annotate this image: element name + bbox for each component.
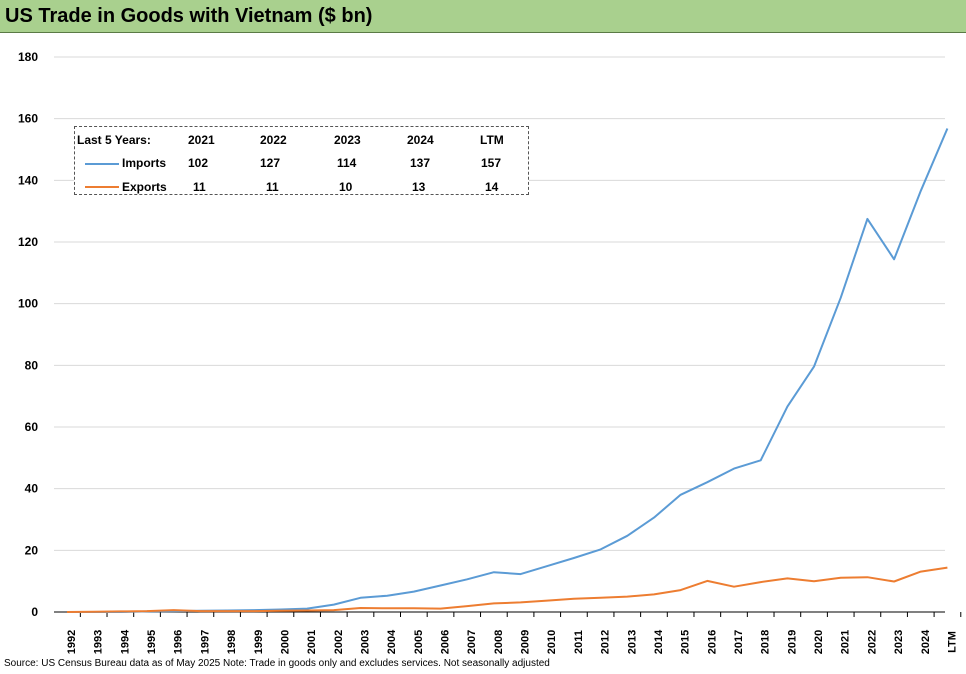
x-tick-label: 2009: [520, 630, 532, 654]
title-bar: US Trade in Goods with Vietnam ($ bn): [0, 0, 966, 33]
x-tick-label: 1999: [253, 630, 265, 654]
y-tick-label: 160: [18, 112, 38, 126]
legend-col-header: LTM: [480, 133, 504, 147]
x-tick-label: 2023: [893, 630, 905, 654]
x-tick-label: 1995: [146, 630, 158, 654]
y-tick-label: 100: [18, 297, 38, 311]
legend-value: 127: [260, 156, 281, 170]
x-tick-label: 2006: [440, 630, 452, 654]
x-tick-label: 2015: [680, 630, 692, 654]
x-tick-label: 1998: [226, 630, 238, 654]
y-tick-label: 80: [25, 358, 39, 372]
x-tick-label: 2003: [359, 630, 371, 654]
x-tick-label: 1994: [119, 629, 131, 654]
x-tick-label: 1996: [173, 630, 185, 654]
legend-value: 14: [485, 180, 499, 194]
x-tick-label: 2018: [760, 630, 772, 654]
series-line-imports: [67, 128, 949, 613]
legend-col-header: 2024: [407, 133, 434, 147]
x-tick-label: 2000: [279, 630, 291, 654]
legend-value: 11: [266, 180, 279, 194]
chart-plot: 0 20 40 60 80 100 120 140 160 180 1992 1993 1994 1995…: [18, 50, 962, 654]
x-tick-label: 2011: [573, 630, 585, 654]
legend-swatch-imports: [85, 163, 119, 165]
y-tick-label: 40: [25, 482, 39, 496]
legend-value: 157: [481, 156, 502, 170]
legend-table: Last 5 Years: 2021 2022 2023 2024 LTM Im…: [74, 126, 529, 195]
x-tick-label: 2004: [386, 629, 398, 654]
chart-title: US Trade in Goods with Vietnam ($ bn): [5, 5, 373, 27]
x-tick-label: 2002: [333, 630, 345, 654]
x-tick-label: 2024: [920, 629, 932, 654]
legend-swatch-exports: [85, 186, 119, 188]
legend-value: 102: [188, 156, 209, 170]
y-tick-label: 0: [31, 605, 38, 619]
x-tick-label: 2001: [306, 630, 318, 654]
y-tick-label: 20: [25, 543, 39, 557]
x-tick-label: 2017: [733, 630, 745, 654]
x-tick-label: LTM: [946, 631, 958, 653]
legend-col-header: 2021: [188, 133, 215, 147]
legend-row-label: Imports: [122, 156, 167, 170]
x-tick-label: 2021: [840, 630, 852, 654]
legend-value: 10: [339, 180, 353, 194]
legend-value: 11: [193, 180, 206, 194]
y-tick-label: 60: [25, 420, 39, 434]
x-tick-label: 2019: [786, 630, 798, 654]
x-tick-label: 2010: [546, 630, 558, 654]
x-tick-label: 2008: [493, 630, 505, 654]
y-tick-label: 120: [18, 235, 38, 249]
x-tick-label: 2013: [626, 630, 638, 654]
y-tick-label: 140: [18, 173, 38, 187]
legend-row-label: Exports: [122, 180, 167, 194]
x-tick-label: 2016: [706, 630, 718, 654]
legend-col-header: 2023: [334, 133, 361, 147]
x-tick-label: 2007: [466, 630, 478, 654]
legend-value: 137: [410, 156, 431, 170]
source-note: Source: US Census Bureau data as of May …: [4, 658, 550, 669]
y-tick-label: 180: [18, 50, 38, 64]
x-tick-label: 1997: [199, 630, 211, 654]
legend-header-label: Last 5 Years:: [77, 133, 151, 147]
legend-value: 13: [412, 180, 426, 194]
legend-value: 114: [337, 156, 357, 170]
series-line-exports: [66, 566, 948, 613]
legend-col-header: 2022: [260, 133, 287, 147]
x-tick-label: 2014: [653, 629, 665, 654]
x-tick-label: 2022: [866, 630, 878, 654]
x-tick-label: 2020: [813, 630, 825, 654]
x-tick-label: 1993: [93, 630, 105, 654]
x-tick-label: 2012: [600, 630, 612, 654]
x-tick-label: 1992: [66, 630, 78, 654]
x-tick-label: 2005: [413, 630, 425, 654]
